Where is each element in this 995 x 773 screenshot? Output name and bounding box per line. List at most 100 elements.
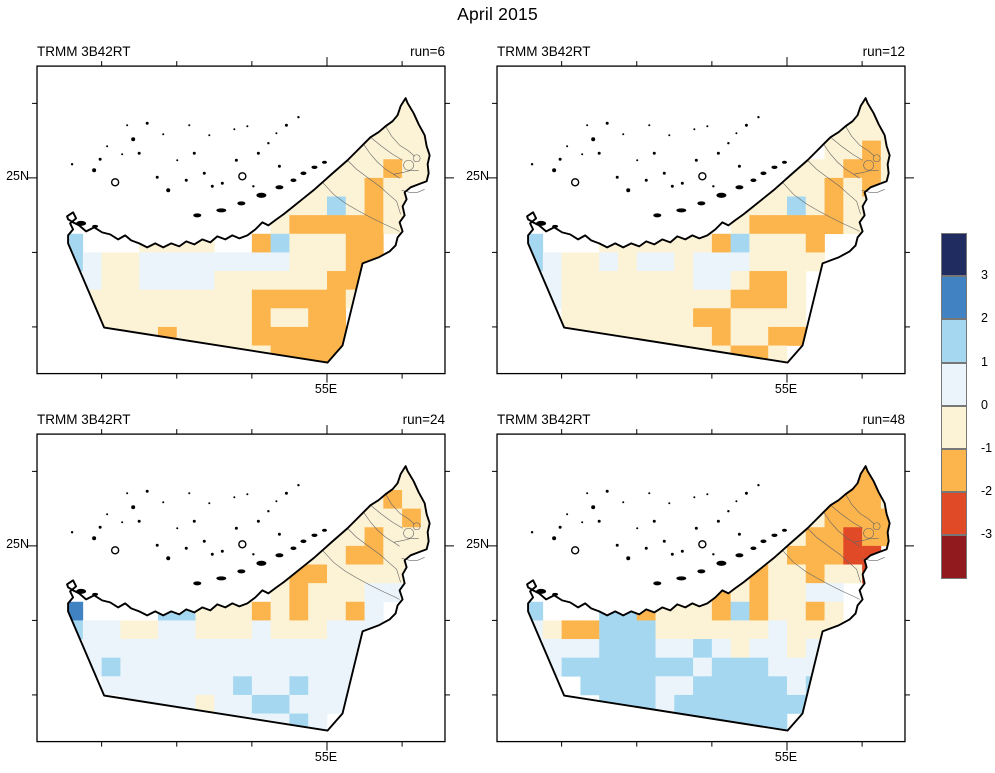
grid-cell <box>768 215 788 235</box>
grid-cell <box>308 196 328 216</box>
grid-cell <box>711 676 731 696</box>
grid-cell <box>139 252 159 272</box>
grid-cell <box>251 694 271 714</box>
grid-cell <box>542 271 562 290</box>
grid-cell <box>636 326 656 346</box>
grid-cell <box>655 713 675 731</box>
grid-cell <box>67 233 84 253</box>
colorbar-tick-label: -3 <box>981 527 993 542</box>
grid-cell <box>308 564 328 584</box>
grid-cell <box>214 252 234 272</box>
grid-cell <box>542 639 562 658</box>
grid-cell <box>101 676 121 696</box>
grid-cell <box>843 489 863 509</box>
grid-cell <box>862 103 882 123</box>
grid-cell <box>195 271 215 290</box>
island-dot <box>210 184 214 188</box>
grid-cell <box>711 289 731 309</box>
grid-cell <box>251 271 271 290</box>
grid-cell <box>862 140 882 160</box>
anomaly-grid <box>67 98 430 363</box>
grid-cell <box>214 326 234 346</box>
island-dot <box>256 151 260 155</box>
grid-cell <box>617 713 638 731</box>
grid-cell <box>730 601 750 621</box>
grid-cell <box>786 583 807 603</box>
island-dot <box>581 521 584 524</box>
grid-cell <box>880 140 890 160</box>
grid-cell <box>214 620 234 640</box>
grid-cell <box>67 601 84 621</box>
grid-cell <box>326 564 347 584</box>
grid-cell <box>420 121 430 141</box>
island-dot <box>162 133 165 136</box>
grid-cell <box>580 639 600 658</box>
grid-cell <box>139 639 159 658</box>
grid-cell <box>120 639 140 658</box>
grid-cell <box>693 289 713 309</box>
grid-cell <box>693 308 713 328</box>
grid-cell <box>157 289 178 309</box>
island-dot <box>552 536 557 541</box>
grid-cell <box>843 545 863 565</box>
grid-cell <box>862 471 882 491</box>
grid-cell <box>786 177 807 197</box>
island-dot <box>166 556 171 561</box>
island-dot <box>155 543 159 547</box>
map-svg <box>488 57 914 383</box>
grid-cell <box>326 252 347 272</box>
grid-cell <box>599 252 619 272</box>
grid-cell <box>345 252 365 272</box>
grid-cell <box>270 657 290 677</box>
grid-cell <box>749 583 769 603</box>
grid-cell <box>786 289 807 309</box>
grid-cell <box>711 271 731 290</box>
grid-cell <box>214 657 234 677</box>
grid-cell <box>345 140 365 160</box>
grid-cell <box>636 694 656 714</box>
grid-cell <box>768 657 788 677</box>
colorbar-segment-3 <box>941 362 967 406</box>
grid-cell <box>805 601 825 621</box>
map-svg <box>28 425 454 751</box>
colorbar-segment-4 <box>941 405 967 449</box>
island-dot <box>202 171 206 175</box>
lon-tick-label: 55E <box>774 750 798 764</box>
grid-cell <box>364 564 384 584</box>
grid-cell <box>195 345 215 363</box>
run-label: run=24 <box>402 412 445 427</box>
island-dot <box>106 145 109 148</box>
island-dot <box>737 532 741 536</box>
grid-cell <box>270 620 290 640</box>
grid-cell <box>786 676 807 696</box>
grid-cell <box>636 657 656 677</box>
grid-cell <box>674 676 694 696</box>
island-dot <box>106 513 109 516</box>
grid-cell <box>195 308 215 328</box>
colorbar-segment-7 <box>941 535 967 579</box>
grid-cell <box>693 271 713 290</box>
grid-cell <box>749 252 769 272</box>
grid-cell <box>233 271 253 290</box>
grid-cell <box>655 694 675 714</box>
grid-cell <box>345 215 365 235</box>
run-label: run=6 <box>410 44 445 59</box>
grid-cell <box>711 601 731 621</box>
grid-cell <box>730 233 750 253</box>
grid-cell <box>420 508 430 528</box>
grid-cell <box>233 308 253 328</box>
grid-cell <box>636 639 656 658</box>
map-panel-run6: TRMM 3B42RT run=6 25N 55E <box>0 38 485 404</box>
grid-cell <box>289 601 309 621</box>
grid-cell <box>527 233 544 253</box>
grid-cell <box>383 140 403 160</box>
island-dot <box>558 525 562 529</box>
grid-cell <box>364 601 384 621</box>
grid-cell <box>561 252 581 272</box>
grid-cell <box>655 657 675 677</box>
grid-cell <box>120 308 140 328</box>
grid-cell <box>655 601 675 621</box>
grid-cell <box>768 326 788 346</box>
grid-cell <box>655 620 675 640</box>
grid-cell <box>655 676 675 696</box>
